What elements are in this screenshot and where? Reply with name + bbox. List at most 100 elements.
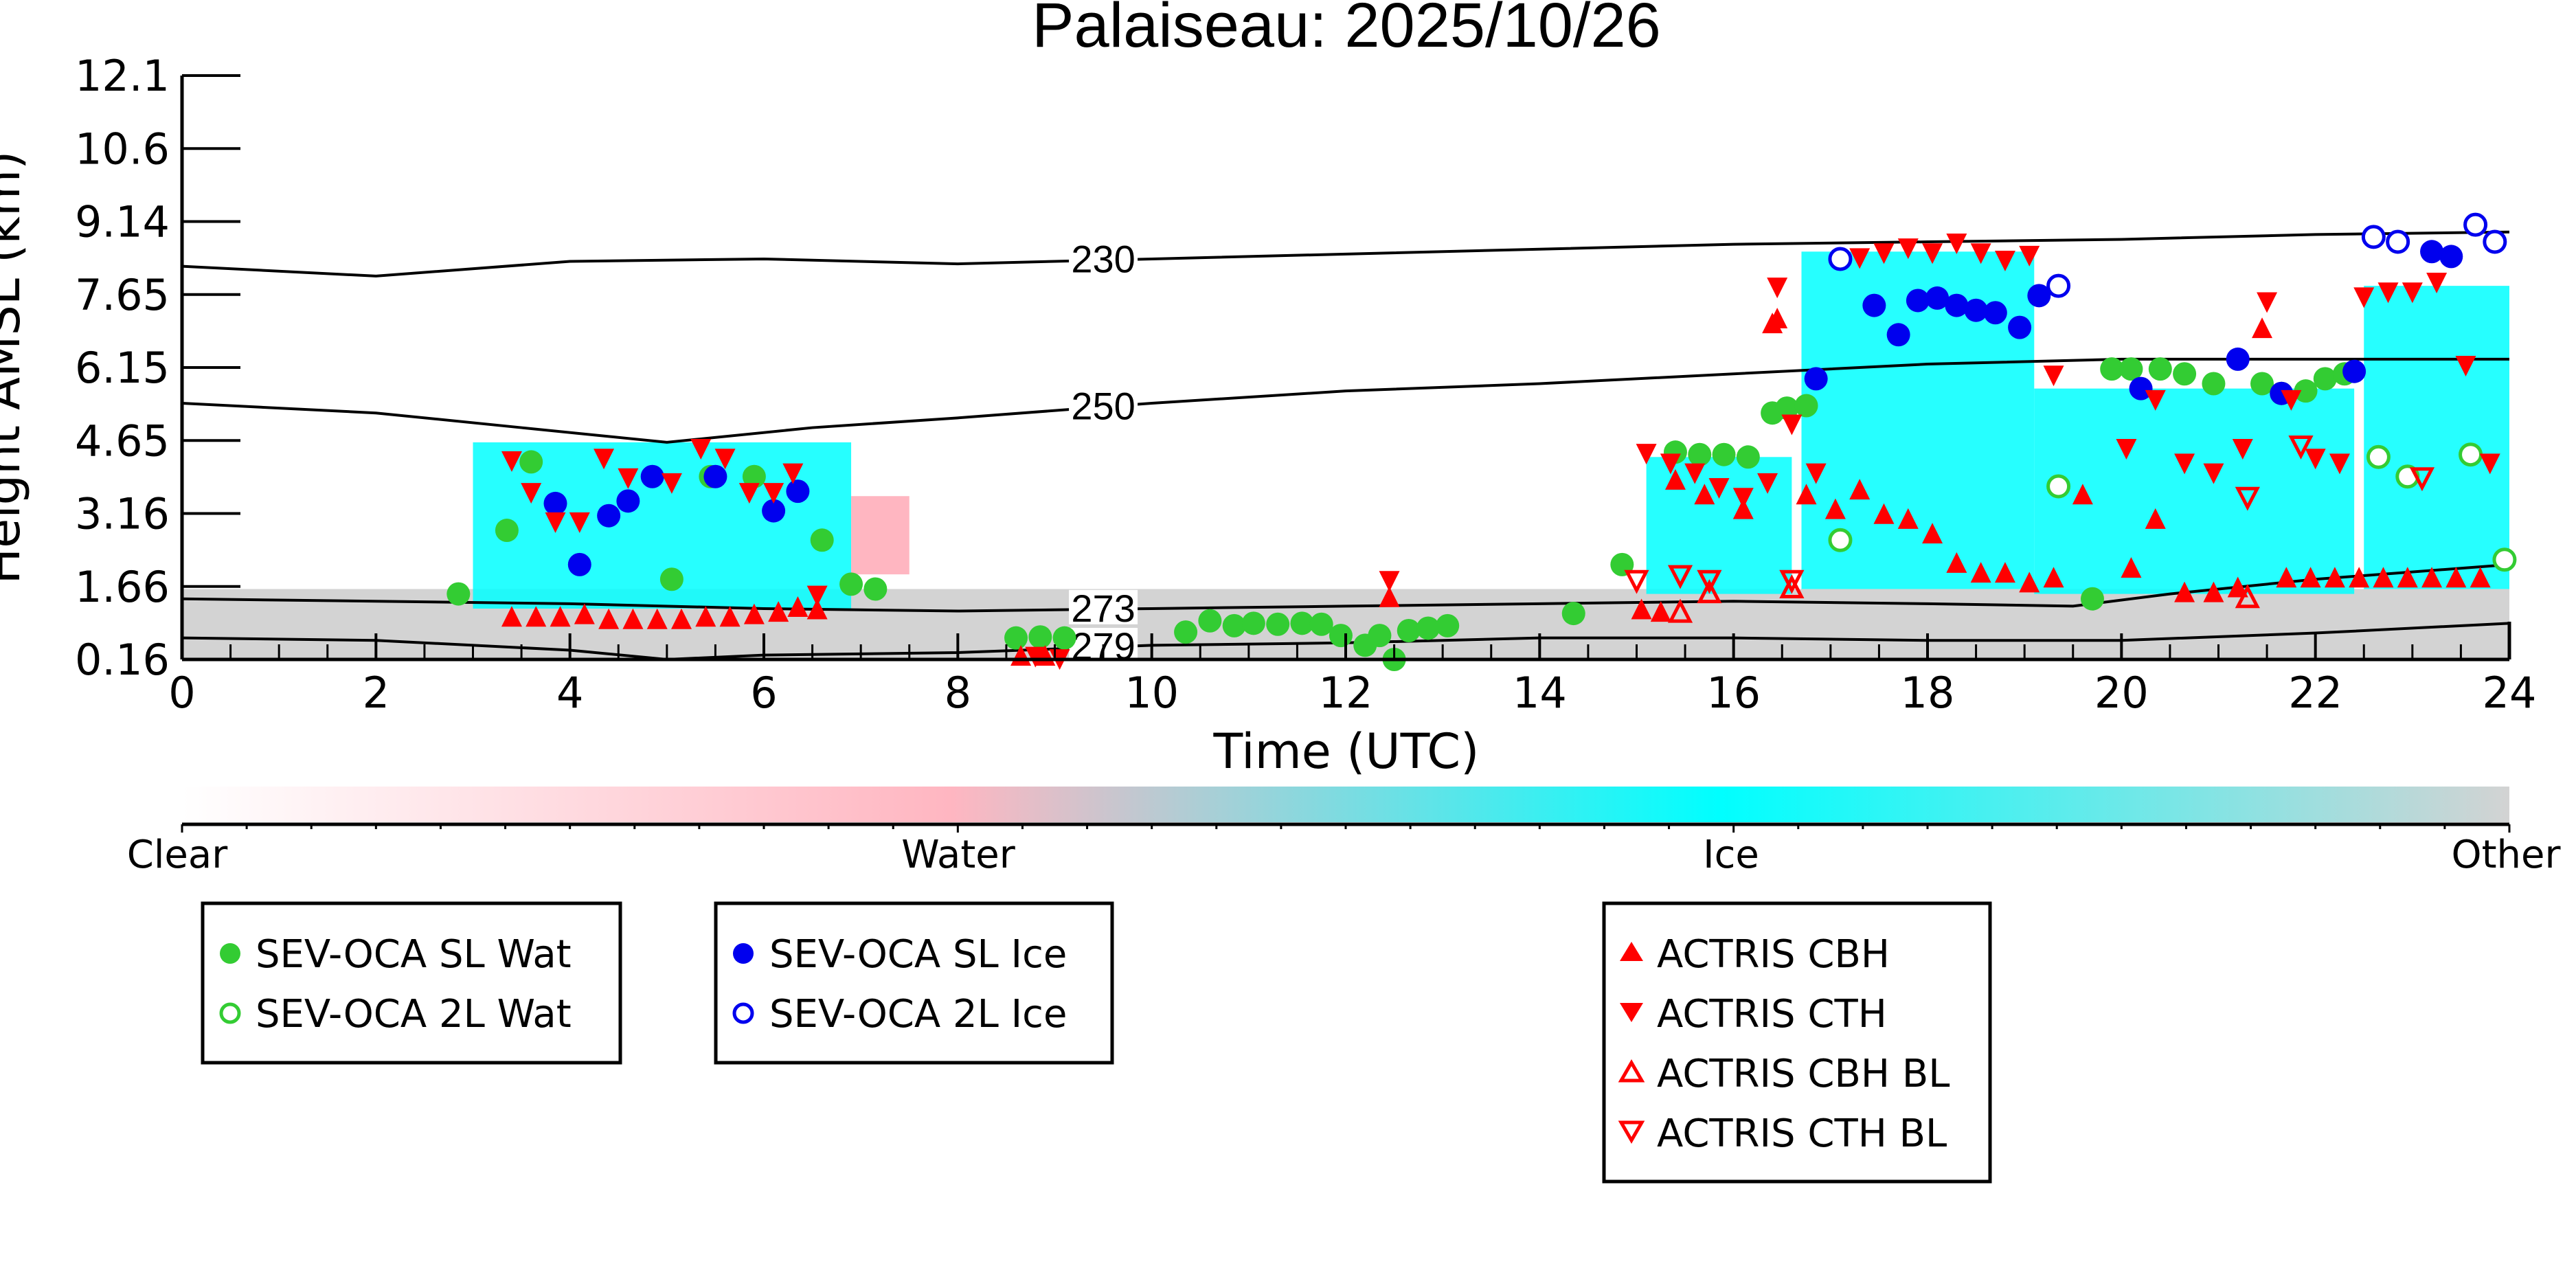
marker-actris-cth-2 <box>545 512 566 533</box>
marker-actris-cth-9 <box>738 483 760 504</box>
marker-actris-cbh-31 <box>2072 484 2093 505</box>
colorbar: Clear Water Ice Other <box>127 787 2561 877</box>
marker-actris-cbh-33 <box>2145 508 2166 529</box>
marker-sev-oca-sl-wat-21 <box>1368 624 1392 648</box>
marker-sev-oca-sl-wat-7 <box>839 572 863 596</box>
marker-sev-oca-sl-wat-16 <box>1266 612 1290 636</box>
marker-sev-oca-sl-wat-14 <box>1222 613 1246 637</box>
marker-sev-oca-sl-ice-15 <box>1983 301 2007 325</box>
marker-actris-cth-16 <box>1708 477 1730 499</box>
marker-actris-cbh-12 <box>787 596 809 617</box>
marker-sev-oca-sl-ice-3 <box>616 489 640 513</box>
marker-sev-oca-sl-wat-33 <box>1775 396 1799 420</box>
marker-actris-cth-bl-1 <box>1667 565 1693 589</box>
marker-actris-cth-13 <box>1636 444 1657 465</box>
marker-sev-oca-sl-ice-22 <box>2420 240 2444 264</box>
marker-actris-cth-bl-3 <box>1779 569 1805 594</box>
y-tick-label-1: 1.66 <box>75 562 170 612</box>
marker-sev-oca-2l-wat-4 <box>2459 442 2483 467</box>
marker-actris-cbh-47 <box>1379 586 1400 607</box>
y-tick-label-0: 0.16 <box>75 635 170 685</box>
marker-actris-cbh-7 <box>671 608 692 629</box>
marker-sev-oca-sl-wat-30 <box>1712 442 1736 466</box>
marker-actris-cbh-bl-0 <box>1667 598 1693 623</box>
marker-sev-oca-sl-wat-37 <box>2119 357 2143 381</box>
chart-title: Palaiseau: 2025/10/26 <box>1032 0 1661 60</box>
x-tick-label-24: 24 <box>2483 668 2537 718</box>
contour-label-250: 250 <box>1071 384 1135 427</box>
marker-sev-oca-sl-wat-11 <box>1052 626 1076 650</box>
legend-marker-2l-ice <box>732 1002 754 1024</box>
marker-sev-oca-sl-wat-9 <box>1004 626 1028 650</box>
marker-actris-cth-27 <box>1994 250 2015 271</box>
marker-sev-oca-sl-wat-34 <box>1794 394 1818 418</box>
marker-sev-oca-2l-ice-4 <box>2463 212 2488 237</box>
marker-actris-cbh-26 <box>1946 552 1967 573</box>
marker-actris-cbh-36 <box>2227 576 2248 598</box>
contour-label-273: 273 <box>1071 587 1135 630</box>
contour-label-bg-250 <box>1069 387 1138 422</box>
marker-actris-cbh-41 <box>2349 567 2370 588</box>
marker-sev-oca-sl-ice-0 <box>543 491 567 515</box>
marker-sev-oca-sl-wat-23 <box>1397 618 1421 642</box>
legend-marker-sl-ice <box>733 943 754 964</box>
marker-actris-cbh-46 <box>2470 567 2491 588</box>
marker-actris-cth-31 <box>2145 389 2166 411</box>
y-tick-label-7: 10.6 <box>75 124 170 174</box>
marker-actris-cth-1 <box>521 483 542 504</box>
marker-actris-cbh-20 <box>1796 484 1817 505</box>
marker-actris-cbh-13 <box>806 598 828 620</box>
marker-actris-cth-25 <box>1946 234 1967 255</box>
legend-marker-cbh <box>1620 942 1643 961</box>
marker-actris-cth-5 <box>618 468 639 489</box>
marker-sev-oca-2l-wat-2 <box>2366 444 2391 469</box>
marker-actris-cbh-35 <box>2203 581 2224 602</box>
x-tick-label-2: 2 <box>363 668 389 718</box>
marker-actris-cbh-16 <box>1664 468 1686 490</box>
x-tick-label-0: 0 <box>168 668 195 718</box>
colorbar-label-ice: Ice <box>1703 833 1759 877</box>
colorbar-label-other: Other <box>2451 833 2561 877</box>
marker-sev-oca-sl-ice-10 <box>1886 323 1910 347</box>
marker-actris-cth-3 <box>569 512 590 533</box>
legend-marker-sl-wat <box>220 943 240 964</box>
marker-actris-cbh-24 <box>1897 508 1919 529</box>
marker-sev-oca-sl-ice-1 <box>567 552 591 576</box>
marker-actris-cbh-4 <box>598 608 620 629</box>
marker-sev-oca-sl-wat-36 <box>2100 357 2124 381</box>
marker-actris-cbh-21 <box>1824 498 1846 519</box>
marker-sev-oca-sl-wat-12 <box>1174 620 1198 644</box>
marker-actris-cth-28 <box>2019 245 2040 267</box>
x-tick-label-16: 16 <box>1706 668 1761 718</box>
marker-sev-oca-sl-wat-19 <box>1329 624 1353 648</box>
marker-actris-cbh-45 <box>2445 567 2467 588</box>
marker-actris-cbh-0 <box>501 606 522 627</box>
marker-actris-cbh-30 <box>2043 567 2064 588</box>
marker-actris-cth-21 <box>1849 248 1871 269</box>
marker-actris-cth-0 <box>501 451 522 472</box>
marker-sev-oca-sl-wat-6 <box>810 528 834 552</box>
x-tick-label-6: 6 <box>750 668 777 718</box>
y-axis-title: Height AMSL (km) <box>0 151 31 585</box>
marker-actris-cbh-8 <box>695 606 716 627</box>
marker-actris-cth-29 <box>2043 365 2064 387</box>
marker-actris-cth-39 <box>2353 287 2375 308</box>
marker-sev-oca-sl-ice-19 <box>2226 347 2250 371</box>
marker-sev-oca-sl-ice-7 <box>786 479 810 504</box>
marker-actris-cth-bl-6 <box>2409 467 2435 492</box>
legend-box-actris: ACTRIS CBH ACTRIS CTH ACTRIS CBH BL ACTR… <box>1602 901 1992 1184</box>
marker-actris-cth-14 <box>1660 453 1681 475</box>
marker-actris-cth-35 <box>2257 292 2278 313</box>
x-tick-label-8: 8 <box>945 668 971 718</box>
y-tick-label-6: 9.14 <box>75 197 170 247</box>
marker-actris-cbh-23 <box>1873 503 1895 524</box>
marker-sev-oca-sl-ice-16 <box>2008 315 2032 339</box>
legend-label-2l-ice: SEV-OCA 2L Ice <box>769 992 1067 1037</box>
marker-sev-oca-sl-wat-10 <box>1028 625 1052 649</box>
marker-sev-oca-sl-wat-24 <box>1416 616 1440 640</box>
colorbar-label-water: Water <box>901 833 1016 877</box>
colorbar-gradient <box>182 787 2509 822</box>
marker-sev-oca-2l-wat-1 <box>2046 474 2071 499</box>
marker-sev-oca-sl-wat-38 <box>2148 357 2172 381</box>
marker-actris-cth-bl-5 <box>2288 435 2314 460</box>
